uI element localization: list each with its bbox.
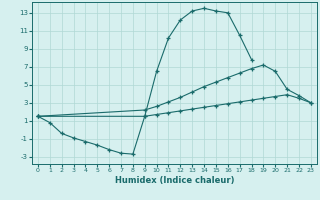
X-axis label: Humidex (Indice chaleur): Humidex (Indice chaleur) (115, 176, 234, 185)
